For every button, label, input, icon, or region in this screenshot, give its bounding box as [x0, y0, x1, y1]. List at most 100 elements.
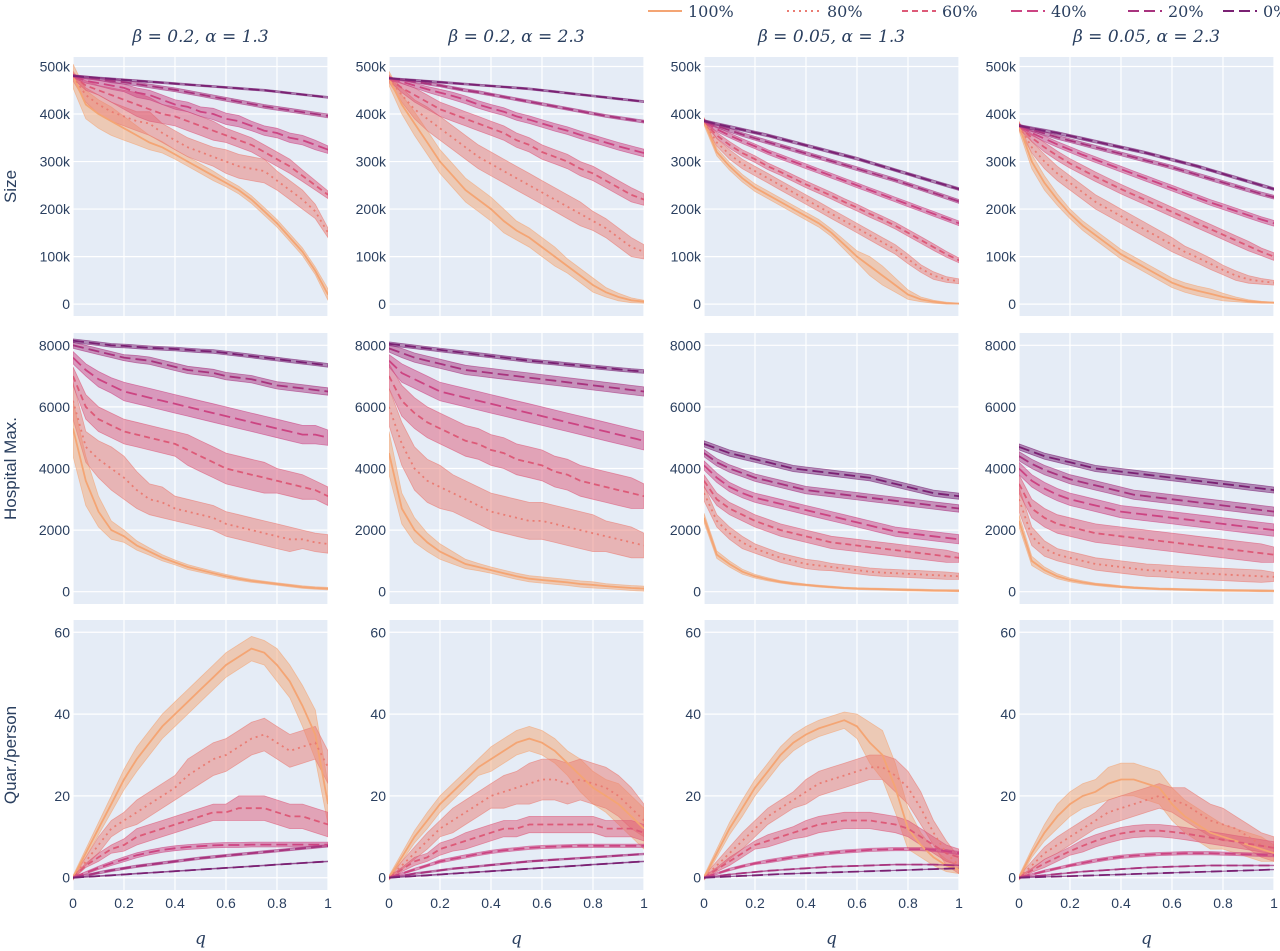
subplot: 0 100k 200k 300k 400k 500k Size: [1, 57, 329, 316]
x-tick-label: 0: [1015, 895, 1023, 911]
series-line-100%: [704, 719, 959, 879]
y-tick-label: 60: [685, 624, 701, 640]
y-tick-label: 40: [685, 706, 701, 722]
series-band-100%: [704, 513, 959, 593]
x-axis-label: q: [826, 929, 837, 949]
y-tick-label: 0: [1008, 296, 1016, 312]
y-axis-label: Size: [1, 170, 20, 203]
series-line-20%: [73, 344, 328, 393]
series-band-100%: [704, 117, 959, 305]
y-tick-label: 60: [54, 624, 70, 640]
series-line-60%: [704, 120, 959, 262]
y-tick-label: 500k: [40, 59, 71, 75]
series-layer: [73, 635, 328, 881]
panel-title: β = 0.2, α = 2.3: [447, 27, 584, 47]
series-band-60%: [73, 366, 328, 506]
legend-label: 100%: [688, 2, 734, 21]
series-band-60%: [73, 795, 328, 880]
series-band-60%: [1019, 474, 1274, 563]
series-line-100%: [1019, 520, 1274, 592]
y-tick-label: 2000: [670, 522, 701, 538]
y-tick-label: 4000: [670, 461, 701, 477]
series-band-0%: [1019, 443, 1274, 494]
subplot: 0 0.2 0.4 0.6 0.8 1 0 20 40 60: [685, 620, 963, 911]
y-tick-label: 6000: [670, 399, 701, 415]
series-band-100%: [389, 431, 644, 592]
series-line-80%: [73, 733, 328, 879]
series-line-0%: [73, 75, 328, 99]
series-band-60%: [389, 363, 644, 509]
series-band-80%: [389, 758, 644, 881]
y-tick-label: 40: [54, 706, 70, 722]
series-band-60%: [704, 473, 959, 563]
series-line-60%: [1019, 125, 1274, 258]
y-tick-label: 6000: [985, 399, 1016, 415]
series-band-20%: [1019, 451, 1274, 517]
legend-item: 0%: [1223, 2, 1280, 21]
y-tick-label: 100k: [671, 249, 702, 265]
series-layer: [704, 117, 959, 305]
y-tick-label: 6000: [355, 399, 386, 415]
series-band-40%: [73, 73, 328, 154]
series-layer: [1019, 443, 1274, 593]
x-tick-label: 0.6: [532, 895, 552, 911]
series-layer: [389, 341, 644, 592]
y-axis-label: Quar./person: [1, 706, 20, 804]
x-axis-label: q: [1141, 929, 1152, 949]
legend-item: 100%: [648, 2, 734, 21]
y-axis-label: Hospital Max.: [1, 417, 20, 520]
series-band-40%: [1019, 123, 1274, 227]
y-tick-label: 200k: [356, 201, 387, 217]
panel-grid: β = 0.2, α = 1.3 q 0 100k 200k 300k 400k 500k Si…: [1, 27, 1278, 949]
series-line-0%: [704, 867, 959, 879]
subplot: 0 2000 4000 6000 8000: [670, 333, 960, 604]
series-band-60%: [1019, 122, 1274, 261]
panel-title: β = 0.2, α = 1.3: [131, 27, 268, 47]
series-line-0%: [1019, 125, 1274, 190]
series-line-80%: [1019, 125, 1274, 284]
y-tick-label: 400k: [356, 106, 387, 122]
series-line-20%: [389, 347, 644, 393]
series-line-40%: [389, 844, 644, 879]
y-tick-label: 2000: [985, 522, 1016, 538]
x-tick-label: 0.2: [114, 895, 134, 911]
series-band-60%: [389, 816, 644, 880]
x-tick-label: 0.8: [1213, 895, 1233, 911]
y-tick-label: 300k: [356, 154, 387, 170]
series-line-20%: [1019, 864, 1274, 879]
y-tick-label: 60: [1000, 624, 1016, 640]
x-tick-label: 0.4: [1111, 895, 1131, 911]
series-line-20%: [73, 75, 328, 117]
series-band-20%: [73, 844, 328, 879]
panel-title: β = 0.05, α = 1.3: [757, 27, 905, 47]
y-tick-label: 0: [378, 584, 386, 600]
y-tick-label: 40: [1000, 706, 1016, 722]
series-band-80%: [1019, 486, 1274, 583]
series-band-40%: [389, 354, 644, 451]
series-line-40%: [704, 464, 959, 541]
series-band-80%: [389, 388, 644, 559]
series-line-100%: [389, 452, 644, 590]
series-band-60%: [704, 118, 959, 264]
legend-item: 80%: [787, 2, 863, 21]
series-line-80%: [389, 406, 644, 547]
series-band-80%: [704, 485, 959, 580]
series-line-80%: [389, 77, 644, 253]
y-tick-label: 0: [378, 296, 386, 312]
series-line-20%: [704, 452, 959, 510]
y-tick-label: 0: [62, 870, 70, 886]
series-band-80%: [704, 117, 959, 285]
y-tick-label: 60: [370, 624, 386, 640]
series-band-80%: [1019, 783, 1274, 881]
series-line-40%: [73, 75, 328, 151]
y-tick-label: 100k: [356, 249, 387, 265]
legend-label: 60%: [942, 2, 978, 21]
subplot: 0 0.2 0.4 0.6 0.8 1 0 20 40 60: [1000, 620, 1278, 911]
series-band-100%: [1019, 514, 1274, 593]
y-tick-label: 500k: [671, 59, 702, 75]
series-band-100%: [389, 71, 644, 304]
y-tick-label: 0: [62, 296, 70, 312]
x-axis-label: q: [511, 929, 522, 949]
x-tick-label: 0.4: [481, 895, 501, 911]
series-line-100%: [389, 737, 644, 879]
